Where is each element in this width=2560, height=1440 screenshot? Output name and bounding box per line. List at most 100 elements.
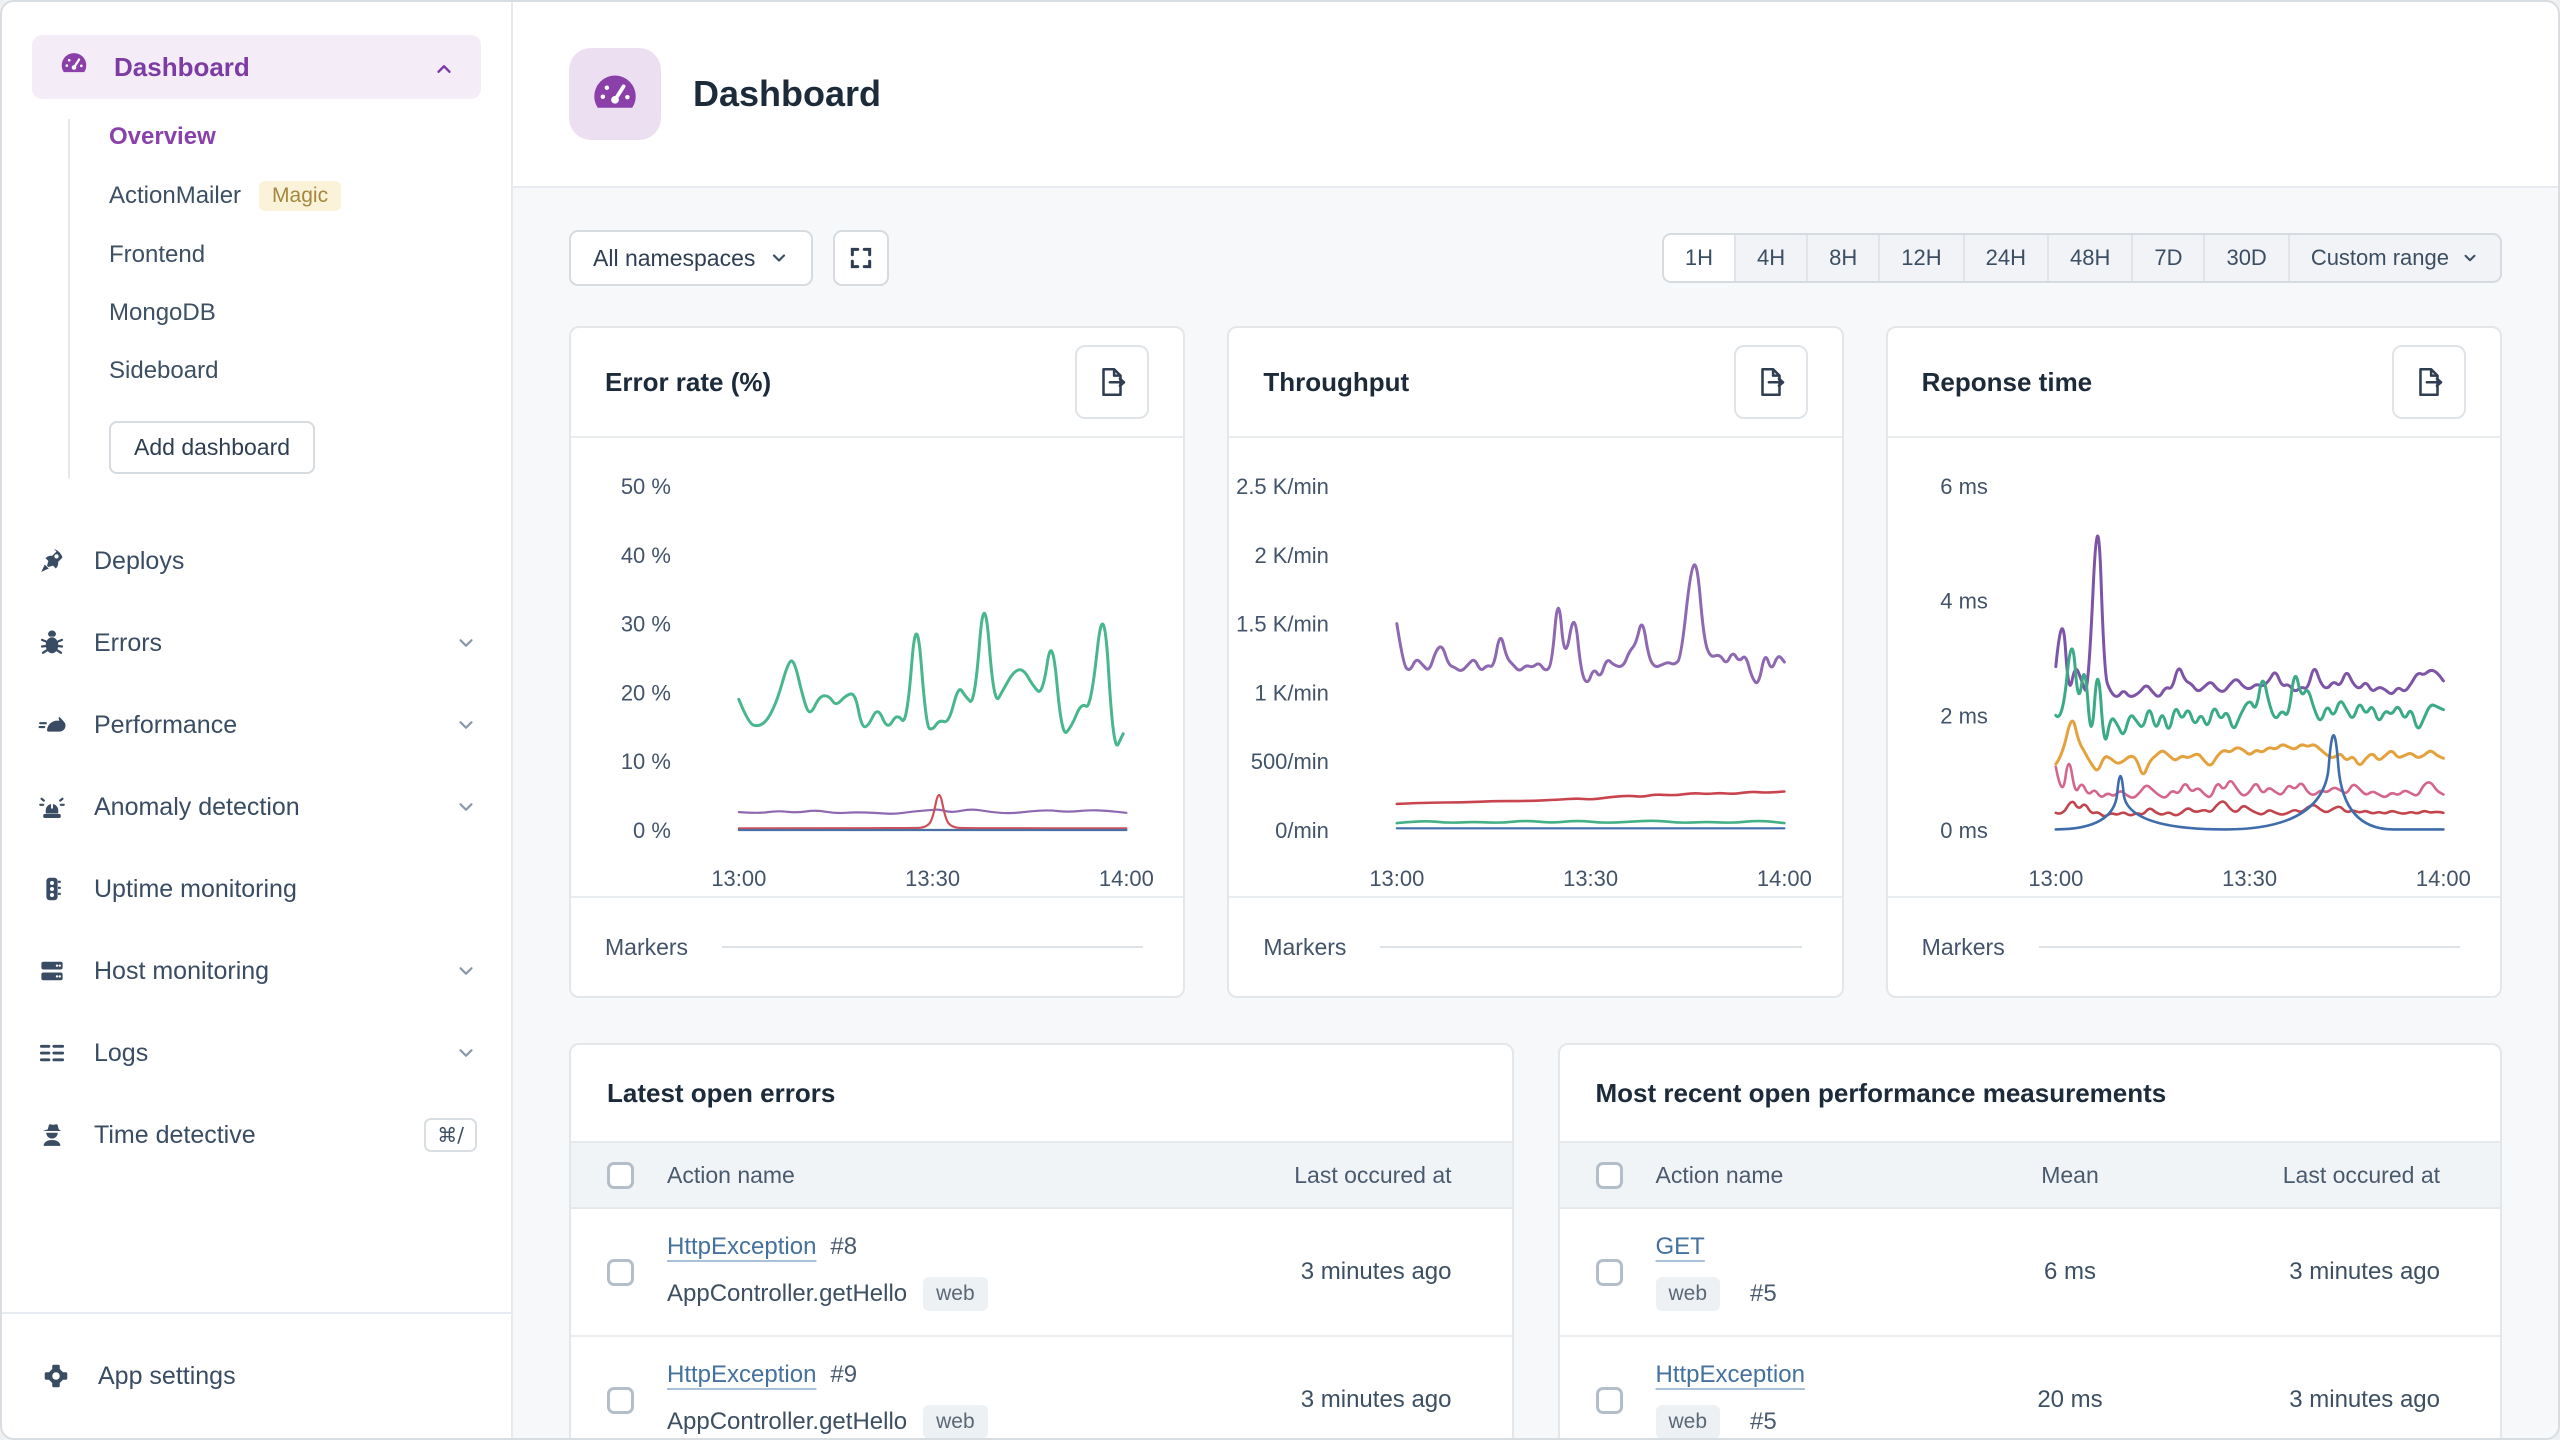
sidebar-footer: App settings xyxy=(2,1312,511,1438)
submenu-item-overview[interactable]: Overview xyxy=(109,123,216,150)
siren-icon xyxy=(36,791,68,823)
sidebar-dashboard-label: Dashboard xyxy=(114,51,250,82)
content: All namespaces 1H 4H 8H 12H 24H 48H 7D 3… xyxy=(513,188,2558,1438)
range-button-12h[interactable]: 12H xyxy=(1880,235,1965,281)
namespace-badge: web xyxy=(923,1277,988,1311)
dashboard-submenu: Overview ActionMailer Magic Frontend Mon… xyxy=(68,119,481,478)
svg-text:2.5 K/min: 2.5 K/min xyxy=(1236,474,1329,499)
submenu-item-mongodb[interactable]: MongoDB xyxy=(109,299,216,326)
svg-text:2 ms: 2 ms xyxy=(1940,703,1988,728)
svg-text:13:30: 13:30 xyxy=(2222,866,2277,891)
export-chart-button[interactable] xyxy=(1075,345,1150,419)
svg-text:2 K/min: 2 K/min xyxy=(1255,543,1329,568)
namespace-select[interactable]: All namespaces xyxy=(569,230,814,286)
range-button-7d[interactable]: 7D xyxy=(2133,235,2206,281)
fullscreen-button[interactable] xyxy=(833,230,890,286)
response-time-chart-card: Reponse time 6 ms 4 ms 2 ms 0 ms 13:00 13:30 1… xyxy=(1885,326,2502,998)
row-checkbox[interactable] xyxy=(1595,1386,1623,1414)
submenu-item-sideboard[interactable]: Sideboard xyxy=(109,357,219,384)
toolbar: All namespaces 1H 4H 8H 12H 24H 48H 7D 3… xyxy=(569,230,2502,286)
svg-text:14:00: 14:00 xyxy=(2416,866,2471,891)
issue-number: #5 xyxy=(1750,1280,1777,1307)
magic-badge: Magic xyxy=(259,181,342,211)
traffic-light-icon xyxy=(36,873,68,905)
series-red xyxy=(2054,800,2445,818)
sidebar-item-uptime-monitoring[interactable]: Uptime monitoring xyxy=(32,848,481,930)
time-range-group: 1H 4H 8H 12H 24H 48H 7D 30D Custom range xyxy=(1661,233,2502,283)
svg-text:20 %: 20 % xyxy=(621,680,671,705)
export-icon xyxy=(1102,367,1126,397)
sidebar-item-anomaly-detection[interactable]: Anomaly detection xyxy=(32,766,481,848)
column-header-last-occured: Last occured at xyxy=(1294,1161,1452,1188)
sidebar-item-errors[interactable]: Errors xyxy=(32,602,481,684)
table-title: Most recent open performance measurement… xyxy=(1595,1077,2167,1108)
table-header-row: Action name Last occured at xyxy=(571,1141,1512,1209)
namespace-badge: web xyxy=(1655,1277,1721,1311)
namespace-badge: web xyxy=(1655,1405,1721,1438)
svg-text:14:00: 14:00 xyxy=(1099,866,1154,891)
export-chart-button[interactable] xyxy=(2391,345,2466,419)
select-all-checkbox[interactable] xyxy=(607,1161,634,1189)
chevron-down-icon xyxy=(2464,254,2476,262)
error-link[interactable]: HttpException xyxy=(667,1233,817,1260)
series-purple xyxy=(1395,563,1787,685)
sidebar-item-logs[interactable]: Logs xyxy=(32,1012,481,1094)
svg-text:10 %: 10 % xyxy=(621,749,671,774)
rabbit-icon xyxy=(36,709,68,741)
series-purple xyxy=(2053,534,2445,698)
sidebar: Dashboard Overview ActionMailer Magic Fr… xyxy=(2,2,513,1438)
range-button-48h[interactable]: 48H xyxy=(2049,235,2134,281)
range-button-4h[interactable]: 4H xyxy=(1736,235,1809,281)
submenu-item-frontend[interactable]: Frontend xyxy=(109,241,206,268)
submenu-item-actionmailer[interactable]: ActionMailer Magic xyxy=(109,181,342,211)
series-red xyxy=(737,793,1128,830)
markers-line xyxy=(722,946,1144,948)
bug-icon xyxy=(36,627,68,659)
gear-icon xyxy=(40,1360,72,1392)
series-red xyxy=(1395,790,1787,806)
row-checkbox[interactable] xyxy=(607,1386,634,1414)
custom-range-select[interactable]: Custom range xyxy=(2290,235,2500,281)
column-header-mean: Mean xyxy=(2041,1161,2099,1188)
measurement-link[interactable]: HttpException xyxy=(1655,1361,1805,1388)
dashboard-page-icon xyxy=(569,48,661,140)
chevron-down-icon xyxy=(455,796,477,818)
series-green xyxy=(737,611,1125,747)
series-green xyxy=(1395,819,1787,825)
series-orange xyxy=(2053,719,2445,776)
rocket-icon xyxy=(36,545,68,577)
select-all-checkbox[interactable] xyxy=(1595,1161,1623,1189)
export-chart-button[interactable] xyxy=(1733,345,1808,419)
row-checkbox[interactable] xyxy=(607,1258,634,1286)
range-button-24h[interactable]: 24H xyxy=(1965,235,2049,281)
error-link[interactable]: HttpException xyxy=(667,1361,817,1388)
range-button-30d[interactable]: 30D xyxy=(2205,235,2290,281)
range-button-1h[interactable]: 1H xyxy=(1663,235,1736,281)
sidebar-item-time-detective[interactable]: Time detective ⌘/ xyxy=(32,1094,481,1176)
main-area: Dashboard All namespaces 1H 4H 8H xyxy=(513,2,2558,1438)
markers-line xyxy=(2038,946,2460,948)
measurement-link[interactable]: GET xyxy=(1655,1233,1705,1260)
sidebar-item-host-monitoring[interactable]: Host monitoring xyxy=(32,930,481,1012)
throughput-plot: 2.5 K/min 2 K/min 1.5 K/min 1 K/min 500/min 0… xyxy=(1236,474,1812,891)
sidebar-item-deploys[interactable]: Deploys xyxy=(32,520,481,602)
add-dashboard-button[interactable]: Add dashboard xyxy=(109,421,316,474)
sidebar-item-performance[interactable]: Performance xyxy=(32,684,481,766)
row-checkbox[interactable] xyxy=(1595,1258,1623,1286)
svg-text:13:00: 13:00 xyxy=(1370,866,1425,891)
sidebar-item-app-settings[interactable]: App settings xyxy=(36,1324,477,1428)
svg-text:0/min: 0/min xyxy=(1276,818,1330,843)
sidebar-item-dashboard[interactable]: Dashboard xyxy=(32,35,481,99)
chevron-down-icon xyxy=(455,632,477,654)
action-name: AppController.getHello xyxy=(667,1408,908,1435)
svg-text:40 %: 40 % xyxy=(621,543,671,568)
mean-value: 6 ms xyxy=(2043,1258,2096,1285)
tables-row: Latest open errors Action name Last occu… xyxy=(569,1043,2502,1438)
svg-text:0 %: 0 % xyxy=(633,818,671,843)
server-icon xyxy=(36,955,68,987)
range-button-8h[interactable]: 8H xyxy=(1808,235,1881,281)
svg-text:1.5 K/min: 1.5 K/min xyxy=(1236,612,1329,637)
chevron-down-icon xyxy=(773,254,786,262)
mean-value: 20 ms xyxy=(2037,1386,2103,1413)
markers-label: Markers xyxy=(1921,933,2005,960)
